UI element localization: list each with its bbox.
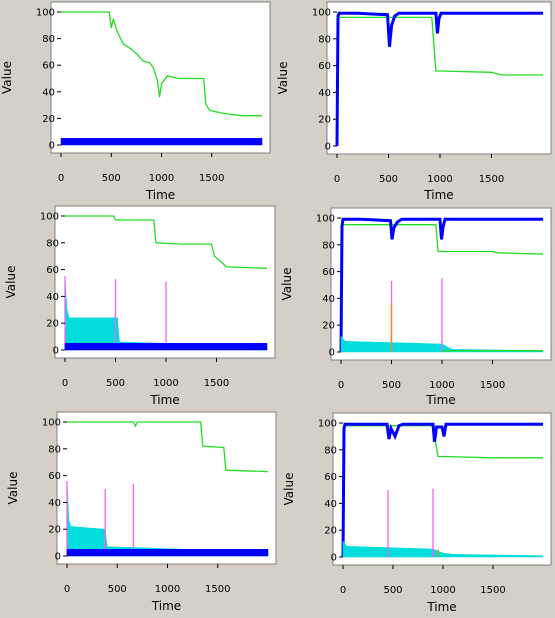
y-tick-label: 60 <box>318 61 331 72</box>
x-tick-label: 1000 <box>155 584 180 595</box>
x-axis-label: Time <box>426 600 456 614</box>
x-axis-label: Time <box>425 393 455 407</box>
y-tick-label: 40 <box>324 499 337 510</box>
x-tick-label: 500 <box>108 584 127 595</box>
y-tick-label: 80 <box>46 238 59 249</box>
y-axis-label: Value <box>282 473 296 506</box>
series-band-4 <box>64 343 268 351</box>
x-tick-label: 0 <box>340 585 346 596</box>
series-line-2 <box>335 11 543 147</box>
y-tick-label: 80 <box>42 34 55 45</box>
series-line-1 <box>67 421 269 473</box>
x-tick-label: 1500 <box>199 173 224 184</box>
y-axis-label: Value <box>4 266 18 299</box>
series-line-1 <box>65 215 268 269</box>
y-tick-label: 80 <box>48 444 61 455</box>
y-tick-label: 40 <box>322 294 335 305</box>
y-tick-label: 80 <box>322 240 335 251</box>
y-tick-label: 100 <box>42 418 61 429</box>
x-tick-label: 1000 <box>427 174 452 185</box>
x-axis-label: Time <box>151 599 181 613</box>
x-axis-label: Time <box>149 393 179 407</box>
x-tick-label: 1000 <box>429 380 454 391</box>
y-tick-label: 60 <box>46 265 59 276</box>
x-tick-label: 500 <box>382 380 401 391</box>
x-tick-label: 1000 <box>149 173 174 184</box>
y-tick-label: 100 <box>40 212 59 223</box>
x-tick-label: 500 <box>102 173 121 184</box>
y-tick-label: 100 <box>318 419 337 430</box>
y-tick-label: 20 <box>48 525 61 536</box>
x-tick-label: 500 <box>383 585 402 596</box>
y-tick-label: 100 <box>36 8 55 19</box>
x-tick-label: 500 <box>106 378 125 389</box>
y-tick-label: 0 <box>329 348 335 359</box>
y-axis-label: Value <box>280 268 294 301</box>
plot-background <box>332 412 552 566</box>
plot-background <box>50 1 271 154</box>
x-axis-label: Time <box>145 188 175 202</box>
y-tick-label: 40 <box>48 498 61 509</box>
y-tick-label: 80 <box>324 445 337 456</box>
series-line-2 <box>339 217 543 353</box>
y-tick-label: 60 <box>48 471 61 482</box>
series-band-2 <box>60 138 263 146</box>
y-tick-label: 80 <box>318 34 331 45</box>
y-tick-label: 20 <box>46 319 59 330</box>
series-line-2 <box>341 422 543 558</box>
x-axis-label: Time <box>423 188 453 202</box>
y-tick-label: 0 <box>55 552 61 563</box>
y-tick-label: 20 <box>322 321 335 332</box>
y-axis-label: Value <box>0 61 14 94</box>
x-tick-label: 1500 <box>480 585 505 596</box>
x-tick-label: 1500 <box>205 584 230 595</box>
y-axis-label: Value <box>6 472 20 505</box>
x-tick-label: 0 <box>334 174 340 185</box>
x-tick-label: 0 <box>64 584 70 595</box>
series-band-3 <box>342 540 544 558</box>
y-tick-label: 20 <box>318 115 331 126</box>
series-line-1 <box>337 16 543 76</box>
y-tick-label: 0 <box>325 142 331 153</box>
y-tick-label: 40 <box>42 87 55 98</box>
x-tick-label: 1000 <box>153 378 178 389</box>
y-tick-label: 60 <box>322 267 335 278</box>
x-tick-label: 1500 <box>479 174 504 185</box>
x-tick-label: 1500 <box>480 380 505 391</box>
y-tick-label: 20 <box>42 114 55 125</box>
x-tick-label: 0 <box>58 173 64 184</box>
x-tick-label: 1500 <box>204 378 229 389</box>
x-tick-label: 1000 <box>430 585 455 596</box>
y-tick-label: 100 <box>312 8 331 19</box>
y-tick-label: 60 <box>324 472 337 483</box>
y-axis-label: Value <box>276 62 290 95</box>
y-tick-label: 40 <box>318 88 331 99</box>
series-band-4 <box>66 549 269 557</box>
series-line-1 <box>341 224 544 255</box>
x-tick-label: 500 <box>379 174 398 185</box>
x-tick-label: 0 <box>338 380 344 391</box>
x-tick-label: 0 <box>62 378 68 389</box>
y-tick-label: 20 <box>324 526 337 537</box>
y-tick-label: 100 <box>316 214 335 225</box>
series-line-1 <box>61 11 262 117</box>
y-tick-label: 0 <box>49 141 55 152</box>
y-tick-label: 60 <box>42 61 55 72</box>
y-tick-label: 0 <box>53 346 59 357</box>
y-tick-label: 40 <box>46 292 59 303</box>
y-tick-label: 0 <box>331 553 337 564</box>
